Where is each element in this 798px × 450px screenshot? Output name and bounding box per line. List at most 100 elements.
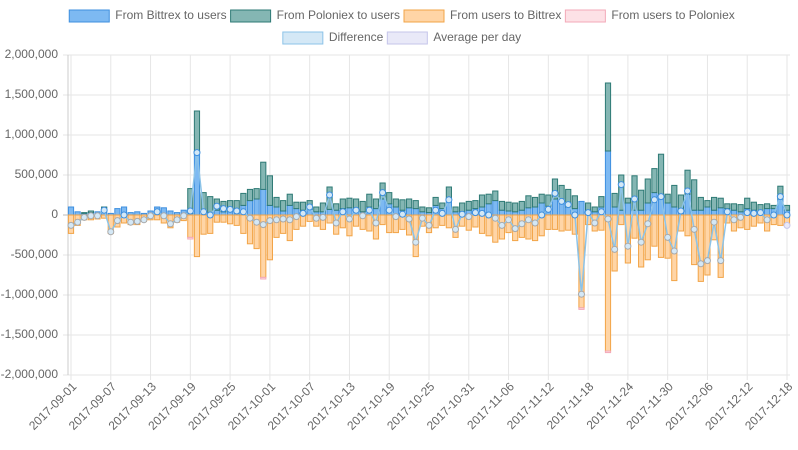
bar: [498, 200, 506, 211]
y-tick-label: 1,000,000: [5, 127, 59, 141]
point: [120, 211, 128, 219]
bar: [154, 214, 161, 221]
bar: [313, 206, 320, 213]
bar: [644, 214, 651, 261]
bar: [193, 214, 201, 258]
point: [147, 212, 155, 220]
bar: [386, 192, 393, 205]
point: [631, 195, 639, 203]
bar: [525, 214, 532, 240]
point: [286, 216, 294, 224]
bar: [671, 206, 678, 216]
point: [637, 238, 645, 246]
point: [558, 197, 566, 205]
legend-label: From users to Bittrex: [450, 8, 561, 22]
point: [259, 221, 267, 229]
bar: [392, 198, 399, 208]
legend-item: From Bittrex to users: [68, 8, 227, 23]
point: [498, 221, 506, 229]
bar: [406, 198, 413, 209]
point: [491, 214, 499, 222]
point: [684, 187, 692, 195]
bar: [505, 210, 512, 216]
bar: [744, 197, 751, 210]
point: [776, 193, 784, 201]
point: [74, 218, 82, 226]
bar: [459, 202, 466, 213]
bar: [472, 214, 479, 228]
bar: [571, 195, 578, 210]
bar: [618, 174, 625, 211]
y-tick-label: 0: [51, 207, 58, 221]
point: [471, 209, 479, 217]
bar: [81, 212, 88, 214]
point: [577, 290, 585, 298]
point: [584, 209, 592, 217]
bar: [717, 197, 724, 209]
point: [127, 218, 135, 226]
bar: [691, 179, 698, 211]
bar: [578, 200, 585, 216]
bar: [691, 209, 698, 216]
point: [505, 216, 513, 224]
point: [359, 212, 367, 220]
point: [273, 216, 281, 224]
y-tick-label: 2,000,000: [5, 47, 59, 61]
bar: [280, 200, 287, 212]
bar: [651, 214, 658, 247]
bar: [346, 207, 353, 216]
bar: [757, 214, 764, 224]
legend-swatch: [564, 9, 606, 23]
bar: [227, 214, 234, 225]
bar: [293, 201, 300, 210]
bar: [452, 206, 459, 213]
legend-label: From users to Poloniex: [611, 8, 734, 22]
legend-item: From users to Poloniex: [564, 8, 735, 23]
legend-label: From Poloniex to users: [277, 8, 400, 22]
point: [703, 257, 711, 265]
bar: [266, 204, 273, 216]
bar: [253, 198, 260, 216]
legend-item: From Poloniex to users: [230, 8, 400, 23]
bar: [531, 196, 539, 208]
bar: [631, 175, 638, 211]
bar: [644, 202, 651, 216]
point: [445, 196, 453, 204]
bar: [664, 202, 671, 216]
point: [783, 221, 791, 229]
bar: [299, 201, 307, 211]
bar: [730, 209, 738, 216]
point: [783, 211, 791, 219]
bar: [558, 214, 565, 232]
bar: [207, 196, 214, 214]
point: [710, 218, 718, 226]
legend-item: Difference: [282, 30, 384, 45]
bar: [518, 209, 525, 216]
bar: [764, 203, 771, 210]
point: [319, 213, 327, 221]
bar: [638, 209, 645, 216]
point: [664, 233, 672, 241]
bar: [531, 206, 539, 216]
point: [644, 220, 652, 228]
bar: [638, 189, 645, 211]
legend-swatch: [386, 31, 428, 45]
bar: [478, 214, 486, 234]
bar: [624, 214, 631, 264]
bar: [604, 214, 612, 352]
point: [326, 191, 334, 199]
point: [511, 225, 519, 233]
bar: [200, 214, 207, 235]
point: [219, 205, 227, 213]
bar: [611, 192, 618, 208]
bar: [439, 202, 446, 210]
point: [452, 225, 460, 233]
legend-label: Difference: [329, 30, 384, 44]
point: [253, 218, 261, 226]
point: [478, 209, 486, 217]
point: [723, 208, 731, 216]
point: [611, 245, 619, 253]
point: [750, 209, 758, 217]
point: [160, 212, 168, 220]
